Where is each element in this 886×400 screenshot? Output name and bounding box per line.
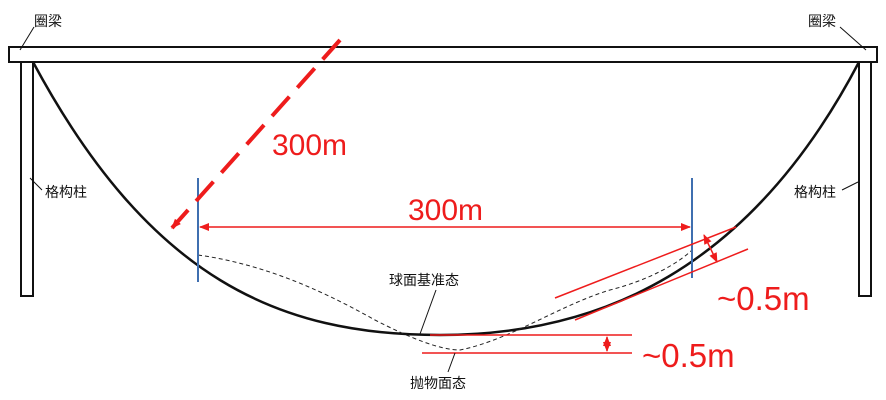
side-deviation-line-inner [574,248,749,321]
lattice-column-right [858,61,872,297]
leader-paraboloid [447,352,456,373]
side-deviation-line-outer [554,226,737,299]
paraboloid-surface [197,249,693,351]
diagonal-span-arrow [170,38,342,230]
lattice-column-left [20,61,34,297]
label-ring-beam-right: 圈梁 [808,14,836,30]
side-deviation-arrow [703,234,718,263]
leader-spherical [419,289,437,335]
dim-side-deviation: ~0.5m [717,280,810,317]
leader-ring-beam-right [839,26,867,51]
dim-bottom-deviation: ~0.5m [642,337,735,374]
dim-horizontal-span: 300m [408,194,483,227]
leader-column-right [841,181,859,191]
leader-column-left [29,177,43,191]
label-column-right: 格构柱 [794,185,836,201]
label-ring-beam-left: 圈梁 [34,14,62,30]
label-spherical-reference: 球面基准态 [389,272,459,289]
leader-ring-beam-left [19,26,35,51]
label-column-left: 格构柱 [45,185,87,201]
dim-diagonal-span: 300m [272,129,347,162]
ring-beam [8,46,878,63]
label-paraboloid: 抛物面态 [410,376,466,392]
